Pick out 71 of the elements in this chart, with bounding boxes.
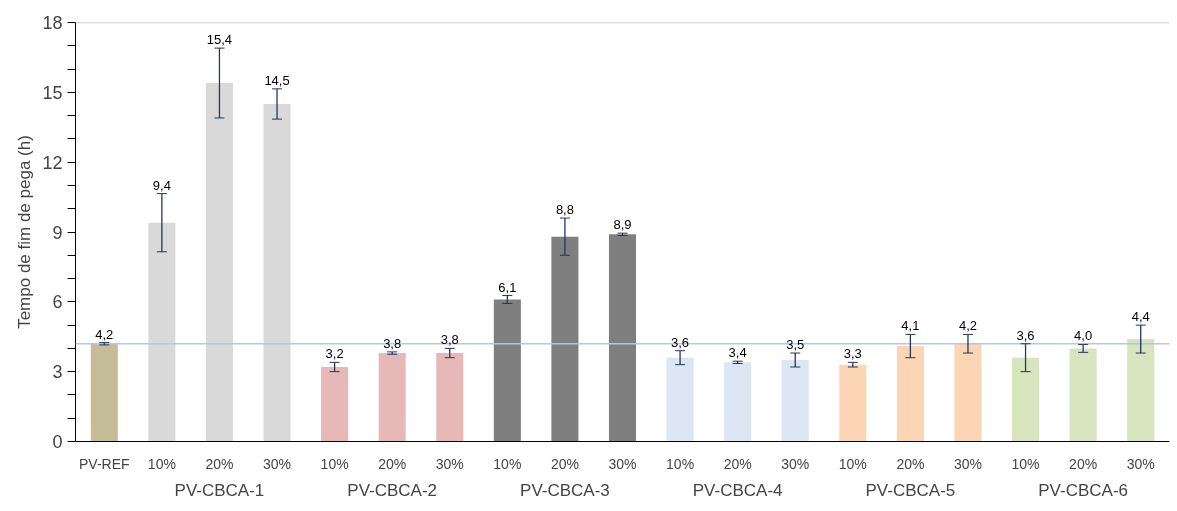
bar <box>205 83 233 442</box>
x-tick-label: 20% <box>378 455 407 472</box>
bar <box>724 362 752 442</box>
data-label: 6,1 <box>498 279 517 295</box>
y-tick-label: 15 <box>42 82 63 103</box>
data-label: 4,1 <box>901 318 920 334</box>
x-tick-label: 30% <box>1126 455 1155 472</box>
x-tick-label: 10% <box>666 455 695 472</box>
text: PV-CBCA-2 <box>347 480 438 500</box>
x-tick-label: 10% <box>320 455 349 472</box>
x-tick-label: PV-REF <box>79 455 130 472</box>
data-label: 14,5 <box>264 72 290 88</box>
data-label: 3,3 <box>843 346 862 362</box>
data-label: 3,8 <box>383 335 402 351</box>
x-tick-label: 20% <box>896 455 925 472</box>
x-tick-label: 20% <box>723 455 752 472</box>
bar <box>954 343 982 442</box>
data-label: 8,9 <box>613 217 632 233</box>
data-label: 4,4 <box>1131 309 1150 325</box>
bar <box>378 353 406 442</box>
bar <box>436 353 464 442</box>
data-label: 4,0 <box>1074 328 1093 344</box>
text: PV-CBCA-3 <box>520 480 610 500</box>
bar <box>608 234 637 442</box>
x-tick-label: 10% <box>493 455 522 472</box>
y-tick-label: 3 <box>52 362 63 383</box>
x-tick-label: 20% <box>550 455 579 472</box>
text: PV-CBCA-4 <box>692 480 783 500</box>
data-label: 3,4 <box>728 345 747 361</box>
bar <box>263 103 291 442</box>
x-tick-label: 30% <box>435 455 464 472</box>
bar <box>321 367 349 442</box>
x-tick-label: 20% <box>1069 455 1098 472</box>
text: PV-CBCA-1 <box>174 480 265 500</box>
bar <box>90 343 118 442</box>
bar <box>839 364 867 442</box>
x-tick-label: 30% <box>263 455 292 472</box>
x-tick-label: 10% <box>838 455 867 472</box>
data-label: 3,8 <box>440 332 459 348</box>
bar <box>896 346 924 442</box>
y-axis-title: Tempo de fim de pega (h) <box>15 135 35 329</box>
data-label: 3,6 <box>1016 327 1035 343</box>
bar <box>1069 348 1097 442</box>
data-label: 4,2 <box>958 318 978 334</box>
y-tick-label: 9 <box>52 222 63 243</box>
bar <box>1127 339 1155 442</box>
bar <box>781 360 809 442</box>
data-label: 15,4 <box>206 32 233 48</box>
data-label: 4,2 <box>95 326 114 342</box>
y-tick-label: 6 <box>52 292 63 313</box>
bar <box>148 222 176 442</box>
x-tick-label: 30% <box>781 455 810 472</box>
bar <box>551 236 579 442</box>
data-label: 3,5 <box>786 337 805 353</box>
text: PV-CBCA-5 <box>865 480 956 500</box>
y-tick-label: 12 <box>42 152 63 173</box>
x-tick-label: 20% <box>205 455 234 472</box>
x-tick-label: 10% <box>1011 455 1040 472</box>
data-label: 3,6 <box>671 334 690 350</box>
x-tick-label: 30% <box>608 455 637 472</box>
y-tick-label: 18 <box>42 13 63 33</box>
data-label: 3,2 <box>325 346 344 362</box>
bar <box>1012 357 1040 442</box>
x-tick-label: 10% <box>147 455 176 472</box>
data-label: 8,8 <box>555 202 574 218</box>
y-tick-label: 0 <box>52 432 63 452</box>
text: PV-CBCA-6 <box>1038 480 1129 500</box>
x-tick-label: 30% <box>953 455 982 472</box>
bar <box>666 357 694 442</box>
data-label: 9,4 <box>152 177 171 193</box>
bar <box>493 299 521 442</box>
